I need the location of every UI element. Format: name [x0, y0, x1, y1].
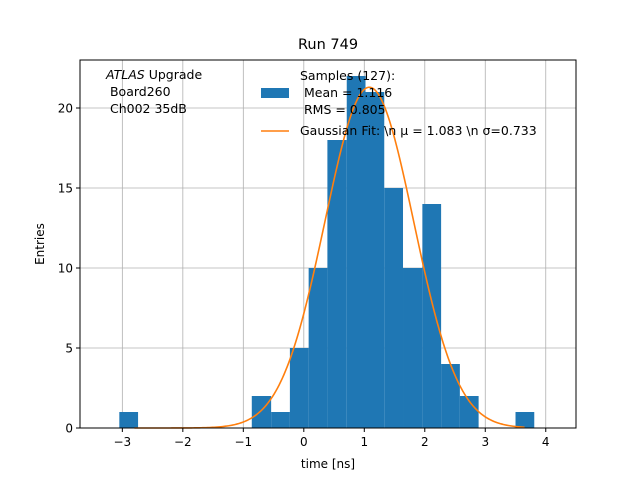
plot-frame — [79, 59, 577, 429]
y-tick-label: 10 — [58, 262, 73, 276]
annotation-line-3: Ch002 35dB — [106, 101, 187, 116]
histogram-bar — [403, 268, 423, 428]
legend: Samples (127): Mean = 1.116 RMS = 0.805 … — [261, 68, 537, 138]
histogram-bar — [384, 188, 404, 428]
x-tick-label: 0 — [300, 435, 308, 449]
legend-histogram-line-1: Samples (127): — [300, 68, 395, 83]
histogram-bar — [459, 396, 479, 428]
annotation-line-1: ATLAS Upgrade — [105, 67, 202, 82]
y-axis-label: Entries — [33, 223, 47, 265]
annotation-upgrade: Upgrade — [145, 67, 203, 82]
histogram-bar — [308, 268, 328, 428]
y-tick-label: 15 — [58, 182, 73, 196]
legend-fit-label: Gaussian Fit: \n μ = 1.083 \n σ=0.733 — [300, 123, 537, 138]
annotation-box: ATLAS Upgrade Board260 Ch002 35dB — [105, 67, 202, 116]
histogram-bar — [441, 364, 460, 428]
y-tick-label: 20 — [58, 102, 73, 116]
x-tick-label: −2 — [174, 435, 192, 449]
chart-title: Run 749 — [298, 37, 358, 53]
histogram-bar — [271, 412, 290, 428]
x-tick-label: 4 — [542, 435, 550, 449]
x-tick-label: 1 — [360, 435, 368, 449]
histogram-bar — [251, 396, 272, 428]
histogram-bar — [365, 92, 385, 428]
annotation-line-2: Board260 — [106, 84, 171, 99]
x-axis-label: time [ns] — [301, 457, 355, 471]
x-tick-label: 3 — [481, 435, 489, 449]
histogram-bars — [119, 76, 535, 428]
y-tick-label: 0 — [65, 422, 73, 436]
legend-histogram-line-2: Mean = 1.116 — [300, 85, 392, 100]
x-tick-label: −1 — [234, 435, 252, 449]
x-tick-label: 2 — [421, 435, 429, 449]
histogram-bar — [515, 412, 535, 428]
histogram-bar — [289, 348, 309, 428]
x-axis-ticks: −3 −2 −1 0 1 2 3 4 — [113, 428, 550, 449]
y-axis-ticks: 0 5 10 15 20 — [58, 102, 80, 436]
y-tick-label: 5 — [65, 342, 73, 356]
annotation-atlas: ATLAS — [105, 67, 145, 82]
legend-histogram-line-3: RMS = 0.805 — [300, 102, 386, 117]
x-tick-label: −3 — [113, 435, 131, 449]
legend-histogram-swatch — [261, 88, 289, 98]
histogram-bar — [327, 140, 347, 428]
histogram-bar — [346, 76, 366, 428]
histogram-bar — [422, 204, 442, 428]
histogram-bar — [119, 412, 139, 428]
